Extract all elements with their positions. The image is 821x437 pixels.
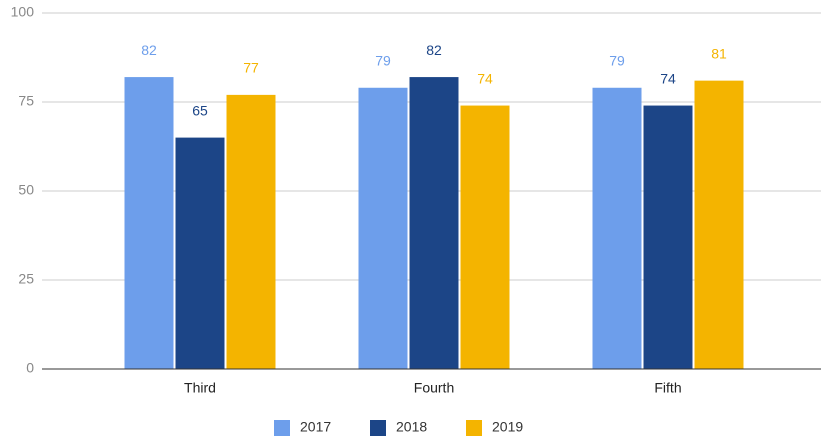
legend-swatch [274,420,290,436]
bar [409,77,459,369]
y-tick-label: 100 [11,4,35,20]
legend-swatch [370,420,386,436]
x-tick-label: Fourth [414,380,454,396]
data-label: 81 [711,45,727,61]
data-label: 82 [426,42,442,58]
bar [643,105,693,369]
data-label: 74 [660,70,676,86]
bar [226,94,276,369]
data-label: 79 [375,52,391,68]
x-tick-label: Third [184,380,216,396]
data-label: 82 [141,42,157,58]
data-label: 79 [609,52,625,68]
bar [592,87,642,369]
bar [175,137,225,369]
x-tick-label: Fifth [654,380,681,396]
y-tick-label: 25 [18,271,34,287]
bar [358,87,408,369]
bar [460,105,510,369]
data-label: 74 [477,70,493,86]
legend-label: 2018 [396,419,427,435]
bar [694,80,744,369]
legend-swatch [466,420,482,436]
legend-label: 2019 [492,419,523,435]
y-tick-label: 50 [18,182,34,198]
legend-label: 2017 [300,419,331,435]
y-tick-label: 0 [26,360,34,376]
y-tick-label: 75 [18,93,34,109]
data-label: 77 [243,60,259,76]
bar [124,77,174,369]
data-label: 65 [192,102,208,118]
